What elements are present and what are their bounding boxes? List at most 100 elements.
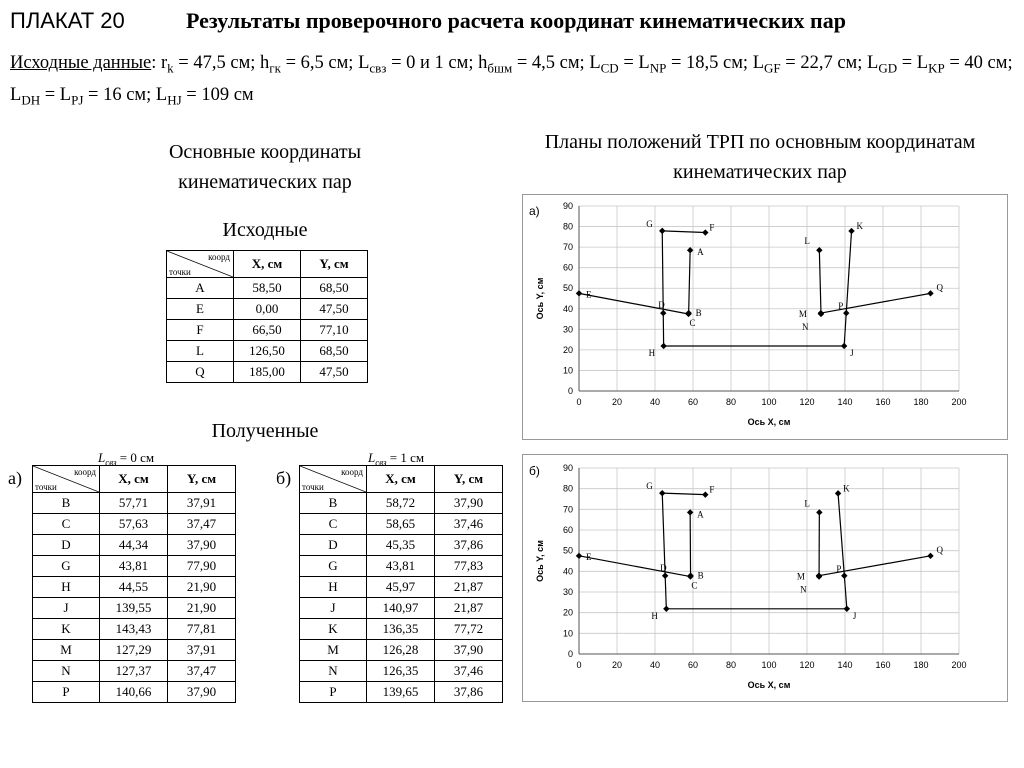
point-marker-d <box>660 309 667 317</box>
point-cell: C <box>299 513 367 535</box>
obtained-table-a: коорд точки X, см Y, см B 57,71 37,91 C 57,6… <box>32 465 236 703</box>
y-cell: 37,46 <box>434 660 503 682</box>
point-marker-l <box>816 246 823 254</box>
x-tick-label: 160 <box>875 660 890 670</box>
y-cell: 37,91 <box>167 639 236 661</box>
table-row: K 136,35 77,72 <box>299 618 503 640</box>
point-label-m: M <box>799 309 807 319</box>
x-tick-label: 120 <box>799 660 814 670</box>
y-tick-label: 50 <box>563 283 573 293</box>
point-label-d: D <box>660 563 667 573</box>
linkage-segment-ab <box>688 250 691 314</box>
y-cell: 21,87 <box>434 576 503 598</box>
point-label-k: K <box>857 221 864 231</box>
point-marker-k <box>834 490 842 497</box>
x-tick-label: 200 <box>951 660 966 670</box>
obtained-heading: Полученные <box>211 420 319 442</box>
x-tick-label: 40 <box>650 660 660 670</box>
point-cell: M <box>299 639 367 661</box>
y-cell: 77,10 <box>300 319 368 341</box>
linkage-segment-gd <box>661 230 664 314</box>
point-cell: C <box>32 513 100 535</box>
x-tick-label: 40 <box>650 397 660 407</box>
table-a-body: B 57,71 37,91 C 57,63 37,47 D 44,34 37,90 G 43,81 7… <box>32 492 236 703</box>
linkage-segment-pj <box>843 575 848 609</box>
point-label-c: C <box>689 318 695 328</box>
point-label-b: B <box>698 571 704 581</box>
x-cell: 57,63 <box>99 513 168 535</box>
y-cell: 68,50 <box>300 277 368 299</box>
x-cell: 43,81 <box>99 555 168 577</box>
y-cell: 37,86 <box>434 534 503 556</box>
y-tick-label: 40 <box>563 566 573 576</box>
point-label-d: D <box>658 300 665 310</box>
poster-number: ПЛАКАТ 20 <box>10 8 125 33</box>
point-cell: B <box>32 492 100 514</box>
point-cell: B <box>299 492 367 514</box>
y-tick-label: 20 <box>563 608 573 618</box>
point-marker-p <box>841 572 848 579</box>
point-label-f: F <box>709 485 714 495</box>
point-cell: P <box>32 681 100 703</box>
y-tick-label: 90 <box>563 201 573 211</box>
point-label-j: J <box>850 348 854 358</box>
table-row: C 57,63 37,47 <box>32 513 236 535</box>
table-row: H 44,55 21,90 <box>32 576 236 598</box>
x-tick-label: 0 <box>576 660 581 670</box>
x-cell: 185,00 <box>233 361 301 383</box>
table-row: G 43,81 77,90 <box>32 555 236 577</box>
position-plan-chart-a: 0 10 20 30 40 50 60 70 80 90 0 20 40 60 80 100 120 140 160… <box>522 194 1008 440</box>
x-axis-label: Ось X, см <box>748 417 791 427</box>
x-cell: 127,29 <box>99 639 168 661</box>
table-row: B 58,72 37,90 <box>299 492 503 514</box>
point-cell: J <box>32 597 100 619</box>
diag-top-label: коорд <box>208 252 230 262</box>
y-tick-label: 70 <box>563 242 573 252</box>
point-label-g: G <box>646 219 653 229</box>
point-cell: H <box>299 576 367 598</box>
table-row: J 140,97 21,87 <box>299 597 503 619</box>
x-cell: 126,28 <box>366 639 435 661</box>
y-tick-label: 80 <box>563 484 573 494</box>
condition-b: Lсвз = 1 см <box>368 450 425 468</box>
diag-header-cell: коорд точки <box>32 465 100 493</box>
col-x-header: X, см <box>233 250 301 278</box>
table-row: G 43,81 77,83 <box>299 555 503 577</box>
linkage-segment-ec <box>578 555 691 578</box>
x-cell: 136,35 <box>366 618 435 640</box>
point-marker-j <box>840 342 848 350</box>
table-row: M 126,28 37,90 <box>299 639 503 661</box>
initial-table-body: A 58,50 68,50 E 0,00 47,50 F 66,50 77,10 L 126,50 6… <box>166 277 368 383</box>
table-row: A 58,50 68,50 <box>166 277 368 299</box>
diag-header-cell: коорд точки <box>299 465 367 493</box>
point-marker-g <box>659 227 666 235</box>
x-tick-label: 60 <box>688 660 698 670</box>
x-cell: 43,81 <box>366 555 435 577</box>
table-row: J 139,55 21,90 <box>32 597 236 619</box>
point-marker-k <box>848 227 855 235</box>
table-row: P 140,66 37,90 <box>32 681 236 703</box>
y-cell: 68,50 <box>300 340 368 362</box>
y-cell: 77,90 <box>167 555 236 577</box>
table-row: D 45,35 37,86 <box>299 534 503 556</box>
point-label-a: A <box>697 509 704 519</box>
point-cell: H <box>32 576 100 598</box>
linkage-segment-ln <box>818 250 822 314</box>
y-cell: 37,90 <box>167 681 236 703</box>
y-tick-label: 60 <box>563 263 573 273</box>
y-tick-label: 70 <box>563 504 573 514</box>
condition-a-value: = 0 см <box>119 450 155 465</box>
x-cell: 143,43 <box>99 618 168 640</box>
table-row: E 0,00 47,50 <box>166 298 368 320</box>
point-cell: L <box>166 340 234 362</box>
col-x-header: X, см <box>99 465 168 493</box>
condition-a: Lсвз = 0 см <box>98 450 155 468</box>
x-cell: 45,97 <box>366 576 435 598</box>
point-label-p: P <box>836 564 841 574</box>
y-axis-label: Ось Y, см <box>535 277 545 319</box>
point-marker-g <box>659 489 666 497</box>
linkage-segment-kp <box>845 231 853 314</box>
x-tick-label: 120 <box>799 397 814 407</box>
y-cell: 21,87 <box>434 597 503 619</box>
x-cell: 139,55 <box>99 597 168 619</box>
